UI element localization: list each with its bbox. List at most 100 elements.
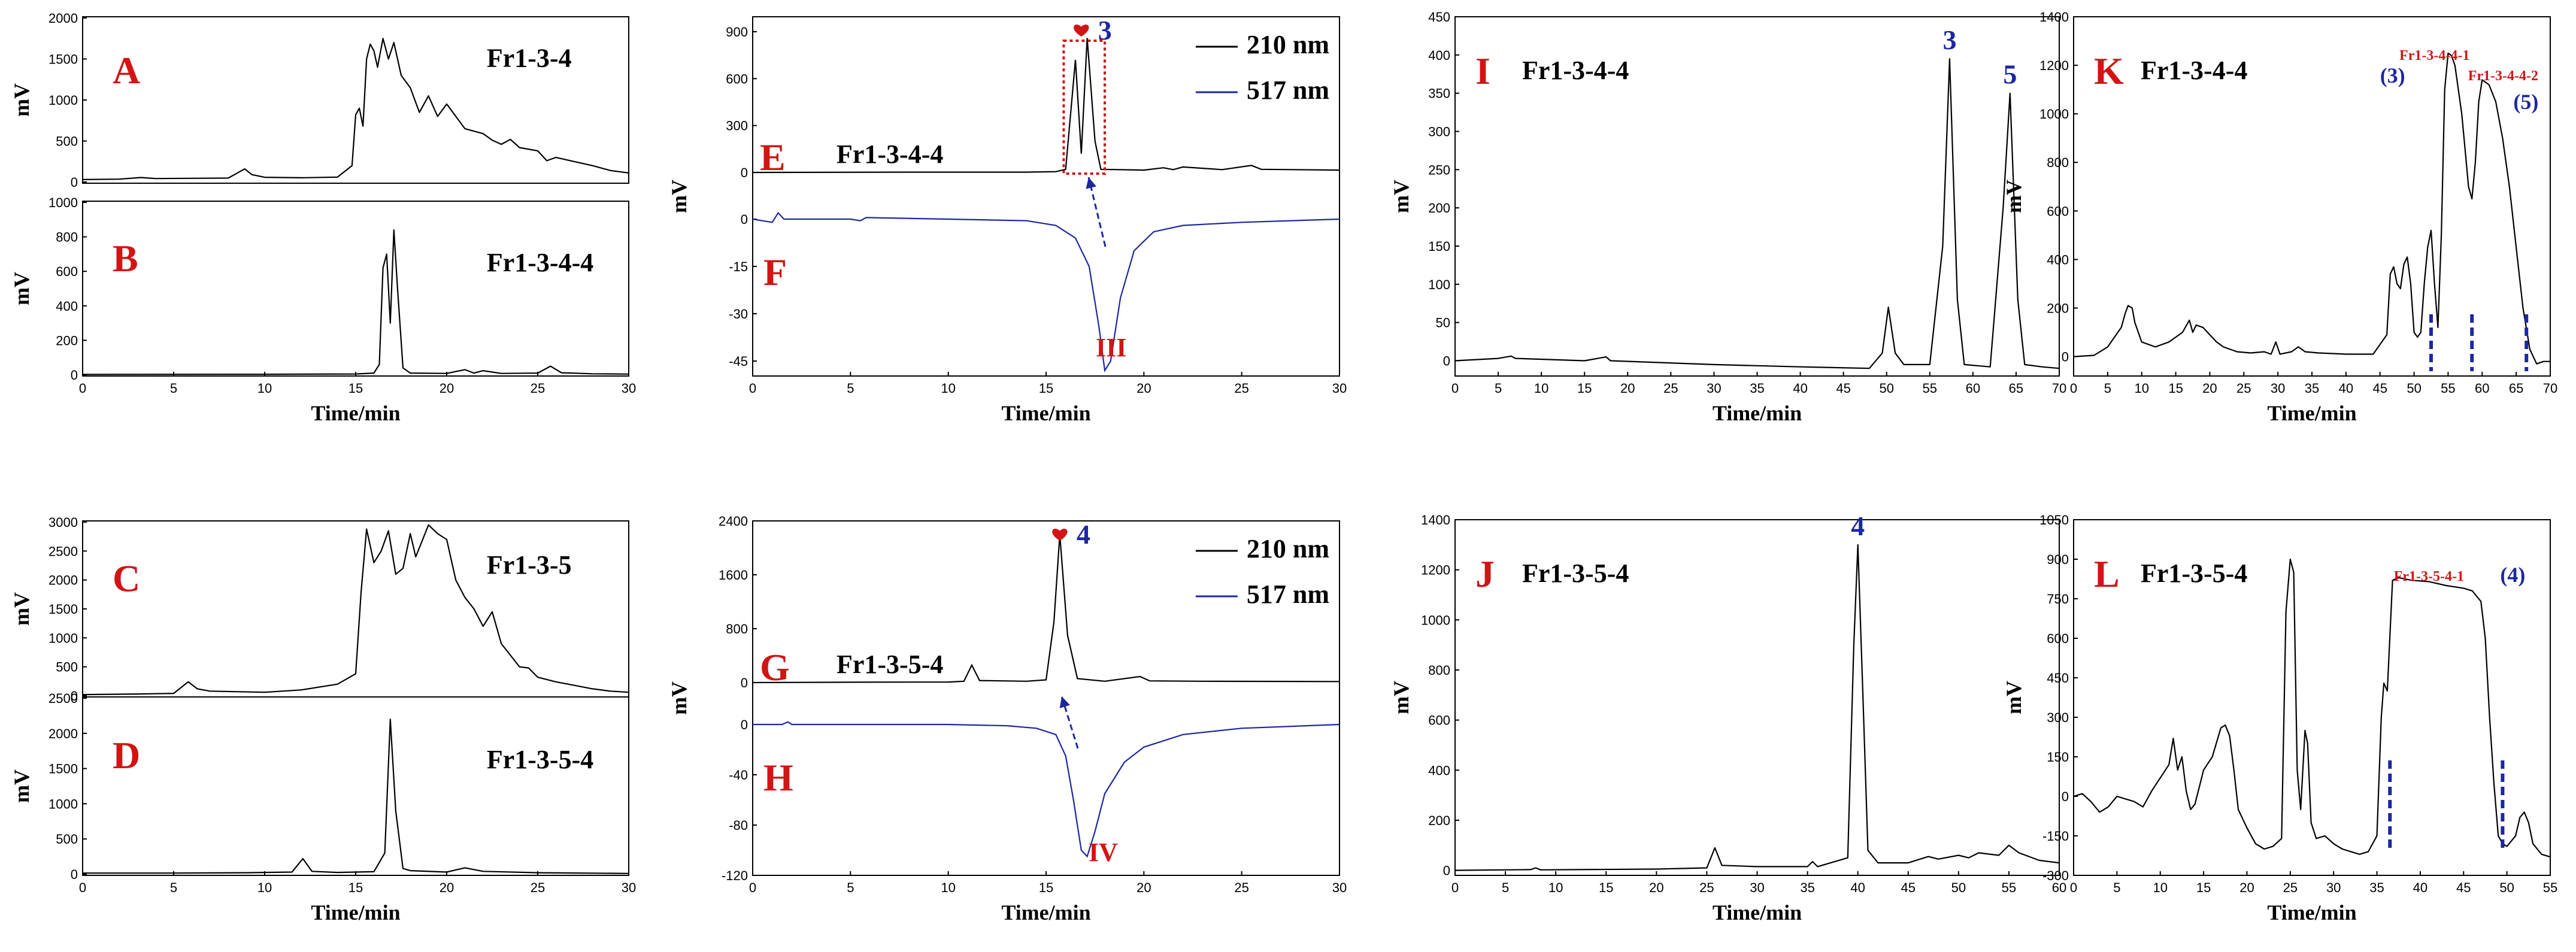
y-tick-label: 800	[1428, 663, 1450, 678]
blue-arrow	[1087, 177, 1107, 247]
series-line-D	[83, 718, 629, 874]
x-tick-label: 50	[1951, 880, 1966, 895]
panel-letter-L: L	[2094, 553, 2120, 595]
y-tick-label: 1600	[719, 568, 748, 583]
y-tick-label: 0	[1443, 863, 1450, 878]
y-tick-label: 1000	[49, 195, 78, 210]
x-tick-label: 0	[79, 880, 86, 895]
x-tick-label: 20	[2239, 880, 2254, 895]
x-tick-label: 50	[2499, 880, 2514, 895]
x-tick-label: 10	[1534, 381, 1548, 396]
y-tick-label: 600	[2047, 204, 2069, 219]
peak-number-label: 5	[2003, 59, 2017, 90]
x-tick-label: 35	[1800, 880, 1814, 895]
x-tick-label: 15	[348, 880, 363, 895]
peak-heart-marker	[1052, 529, 1068, 541]
sample-label-A: Fr1-3-4	[487, 43, 572, 72]
x-tick-label: 65	[2009, 381, 2023, 396]
arrow-head	[1086, 177, 1096, 189]
y-tick-label: 1500	[49, 52, 78, 67]
arrow-head	[1059, 696, 1070, 708]
x-tick-label: 5	[170, 381, 177, 396]
panel-letter-K: K	[2094, 50, 2124, 92]
y-tick-label: 300	[726, 119, 748, 134]
highlight-box	[1062, 40, 1107, 175]
x-tick-label: 5	[2113, 880, 2120, 895]
y-axis-title: mV	[667, 681, 691, 715]
x-tick-label: 10	[941, 880, 955, 895]
x-tick-label: 20	[1137, 381, 1151, 396]
x-tick-label: 15	[1577, 381, 1592, 396]
y-tick-label: 200	[2047, 301, 2069, 316]
sample-label-D: Fr1-3-5-4	[487, 745, 593, 774]
y-tick-label: 0	[741, 165, 748, 180]
y-tick-label: 0	[71, 867, 78, 882]
x-tick-label: 10	[1548, 880, 1563, 895]
y-tick-label: 800	[56, 230, 78, 245]
sample-label-G: Fr1-3-5-4	[837, 650, 943, 679]
y-tick-label: -150	[2042, 829, 2069, 844]
y-tick-label: 2000	[49, 726, 78, 741]
fraction-annotation-index: (4)	[2500, 563, 2525, 587]
y-tick-label: 1000	[49, 796, 78, 811]
x-tick-label: 30	[1332, 381, 1347, 396]
x-tick-label: 55	[2002, 880, 2016, 895]
x-axis-title: Time/min	[1713, 901, 1802, 924]
series-210nm	[752, 38, 1340, 174]
y-axis-title: mV	[1389, 681, 1413, 714]
y-tick-label: 1400	[1421, 513, 1450, 527]
x-tick-label: 15	[1039, 381, 1053, 396]
panel-letter-J: J	[1475, 553, 1495, 595]
x-tick-label: 0	[2070, 381, 2077, 396]
y-tick-label: 1500	[49, 762, 78, 777]
y-tick-label: 200	[1428, 813, 1450, 828]
x-tick-label: 20	[1649, 880, 1663, 895]
y-tick-label: 500	[56, 134, 78, 149]
x-tick-label: 35	[2369, 880, 2384, 895]
x-tick-label: 60	[2475, 381, 2489, 396]
y-tick-label: 3000	[49, 515, 78, 530]
x-tick-label: 70	[2052, 381, 2066, 396]
panel-letter-B: B	[113, 237, 138, 280]
x-tick-label: 25	[531, 381, 545, 396]
y-tick-label: 300	[2047, 710, 2069, 725]
y-tick-label: 400	[56, 299, 78, 314]
y-tick-label: 500	[56, 660, 78, 675]
panel-letter-H: H	[763, 756, 793, 799]
panel-L-frame	[2073, 519, 2551, 876]
x-tick-label: 20	[2202, 381, 2217, 396]
y-tick-label: 0	[741, 675, 748, 690]
roman-numeral-label: IV	[1089, 838, 1118, 867]
y-tick-label: 0	[2062, 789, 2069, 804]
y-tick-label: 0	[741, 212, 748, 227]
x-tick-label: 15	[1039, 880, 1053, 895]
peak-heart-marker	[1074, 25, 1089, 37]
y-tick-label: 0	[2062, 350, 2069, 365]
x-axis-title: Time/min	[311, 901, 400, 924]
sample-label-C: Fr1-3-5	[487, 550, 572, 580]
x-tick-label: 15	[2196, 880, 2211, 895]
y-tick-label: 2000	[49, 11, 78, 26]
x-tick-label: 70	[2543, 381, 2557, 396]
panel-A-frame	[82, 16, 629, 184]
x-tick-label: 25	[1699, 880, 1714, 895]
sample-label-E: Fr1-3-4-4	[837, 140, 943, 169]
series-517nm	[753, 721, 1340, 858]
x-axis-title: Time/min	[2267, 401, 2356, 425]
y-tick-label: 0	[71, 175, 78, 190]
panel-letter-E: E	[760, 136, 786, 178]
panel-E-frame	[752, 16, 1340, 377]
y-tick-label: -45	[729, 354, 748, 369]
legend-label-210: 210 nm	[1247, 534, 1329, 563]
x-tick-label: 10	[257, 381, 272, 396]
y-tick-label: 600	[56, 264, 78, 279]
x-tick-label: 5	[170, 880, 177, 895]
x-axis-title: Time/min	[1001, 401, 1090, 425]
y-tick-label: 50	[1436, 316, 1450, 331]
y-tick-label: 250	[1428, 162, 1450, 177]
panel-letter-D: D	[113, 734, 140, 777]
x-tick-label: 55	[2543, 880, 2557, 895]
x-tick-label: 0	[749, 880, 756, 895]
y-tick-label: 1000	[1421, 613, 1450, 627]
